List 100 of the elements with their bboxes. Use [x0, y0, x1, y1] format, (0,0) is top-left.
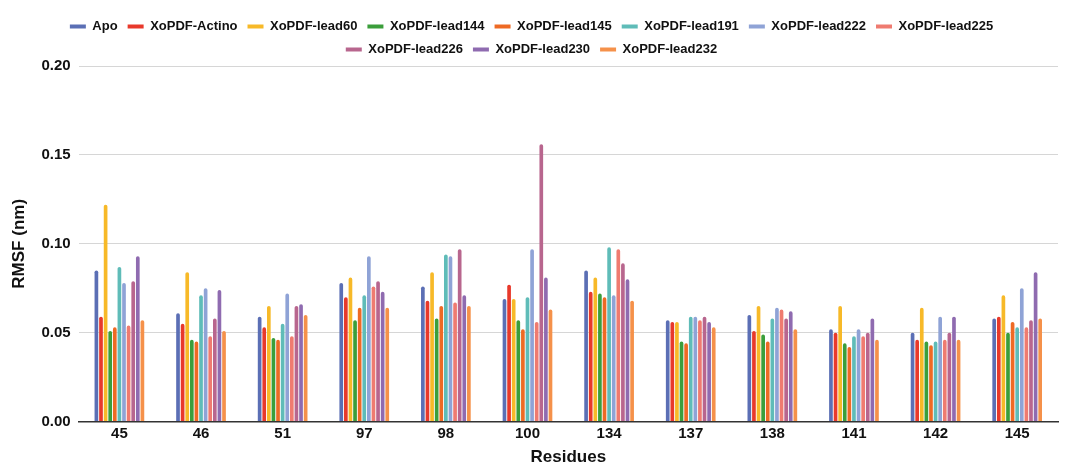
bar	[290, 336, 294, 422]
bar	[688, 316, 693, 422]
bar	[199, 295, 203, 422]
bar	[788, 311, 793, 422]
bar	[693, 316, 698, 422]
x-tick-label: 100	[514, 423, 540, 441]
bar	[919, 307, 924, 422]
bar	[462, 295, 467, 422]
bar	[439, 306, 444, 422]
bar	[865, 332, 870, 422]
bar	[1019, 288, 1024, 422]
bar	[761, 334, 765, 422]
bar	[942, 339, 947, 422]
bar	[1015, 327, 1020, 422]
y-tick-label: 0.20	[41, 56, 71, 74]
bar	[344, 297, 348, 422]
x-tick-label: 141	[841, 423, 867, 441]
x-tick-label: 51	[274, 423, 291, 441]
bar	[185, 272, 190, 422]
x-tick-label: 45	[111, 423, 128, 441]
bar	[838, 306, 842, 422]
bar	[444, 254, 448, 422]
bar	[262, 327, 267, 422]
bar	[670, 322, 675, 422]
legend-label: XoPDF-lead191	[644, 18, 739, 34]
x-tick-label: 138	[759, 423, 785, 441]
bar	[952, 316, 956, 422]
x-tick-label: 46	[192, 423, 210, 441]
bar	[996, 316, 1001, 422]
bar	[212, 318, 217, 422]
bar	[915, 339, 920, 422]
legend-label: XoPDF-Actino	[150, 18, 238, 34]
bar	[276, 339, 280, 422]
legend-label: XoPDF-lead60	[270, 18, 358, 34]
bar	[122, 282, 126, 422]
bar	[434, 318, 439, 422]
bar	[385, 307, 390, 422]
bar	[852, 336, 856, 422]
x-tick-label: 145	[1004, 423, 1030, 441]
bar	[467, 306, 471, 422]
bar	[829, 329, 833, 422]
bar	[630, 300, 634, 422]
bar	[521, 329, 525, 422]
legend-label: XoPDF-lead145	[517, 18, 612, 34]
bar	[784, 318, 788, 422]
y-tick-label: 0.15	[41, 145, 71, 163]
bar	[511, 298, 516, 422]
bar	[189, 339, 194, 422]
bar	[616, 249, 621, 422]
bar	[752, 330, 756, 422]
bar	[765, 341, 770, 422]
legend-label: XoPDF-lead225	[898, 18, 994, 34]
bar	[593, 277, 598, 422]
bar	[285, 293, 290, 422]
bar	[775, 307, 779, 422]
bar	[929, 345, 933, 422]
bar	[353, 320, 357, 422]
y-tick-label: 0.05	[41, 322, 71, 340]
bar	[135, 256, 140, 422]
bar	[376, 281, 380, 422]
bar	[108, 330, 113, 422]
bar	[842, 343, 847, 422]
bar	[430, 272, 434, 422]
x-tick-label: 142	[923, 423, 949, 441]
bar	[176, 313, 180, 422]
y-axis-title: RMSF (nm)	[8, 198, 28, 289]
bar	[747, 314, 752, 422]
legend-label: XoPDF-lead232	[622, 41, 718, 57]
legend-label: XoPDF-lead144	[389, 18, 486, 34]
bar	[861, 336, 865, 422]
x-tick-label: 137	[678, 423, 704, 441]
legend-label: XoPDF-lead226	[368, 41, 463, 57]
bar	[453, 302, 457, 422]
bar	[457, 249, 462, 422]
bar	[208, 336, 213, 422]
bar	[539, 144, 544, 422]
x-tick-label: 97	[355, 423, 373, 441]
bar	[611, 295, 616, 422]
bar	[1029, 320, 1033, 422]
bar	[621, 263, 625, 422]
bar	[516, 320, 521, 422]
bar	[339, 282, 344, 422]
bar	[222, 330, 226, 422]
bar	[1006, 332, 1010, 422]
bar	[112, 327, 117, 422]
legend-label: Apo	[92, 18, 118, 34]
bar	[530, 249, 534, 422]
bar	[367, 256, 371, 422]
bar	[131, 281, 136, 422]
bar	[875, 339, 879, 422]
bar	[534, 322, 539, 422]
bar	[584, 270, 588, 422]
bar	[544, 277, 548, 422]
bar	[99, 316, 103, 422]
bar	[421, 286, 425, 422]
bar	[507, 284, 511, 422]
bar	[607, 247, 611, 422]
bar	[1038, 318, 1043, 422]
x-tick-label: 134	[596, 423, 623, 441]
bar	[362, 295, 367, 422]
